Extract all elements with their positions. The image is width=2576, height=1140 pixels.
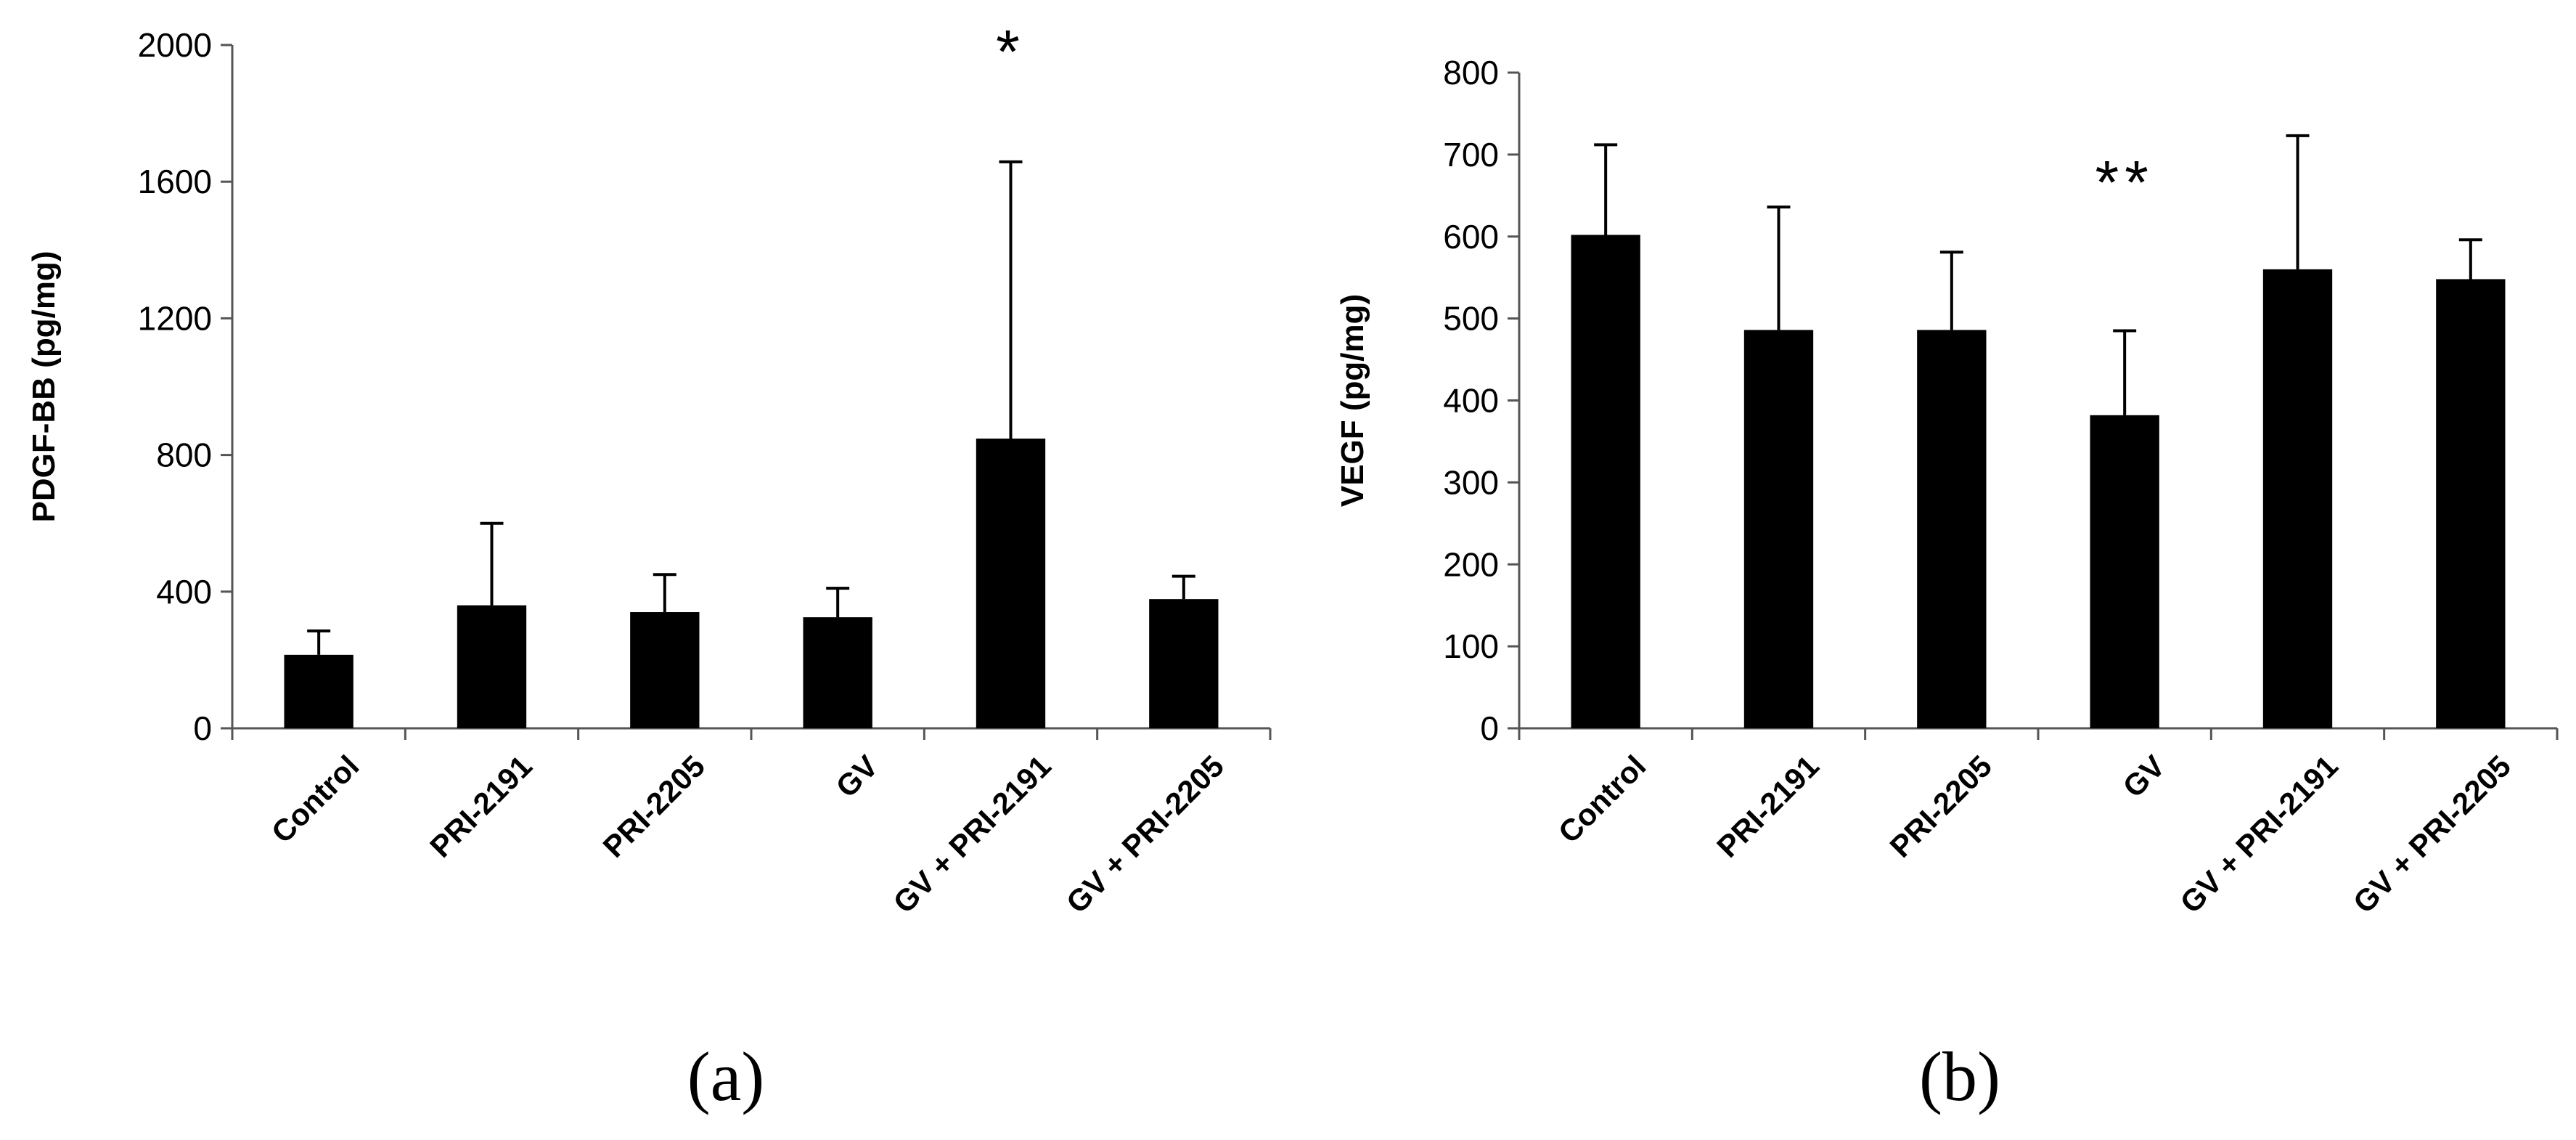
x-category-label: GV — [829, 749, 884, 804]
y-axis-label: VEGF (pg/mg) — [1335, 294, 1370, 507]
x-category-label: Control — [1552, 749, 1653, 850]
y-axis-label: PDGF-BB (pg/mg) — [26, 251, 62, 523]
bar-1 — [284, 654, 353, 728]
x-category-label: GV + PRI-2191 — [886, 749, 1057, 919]
y-tick-label: 2000 — [138, 26, 212, 64]
y-tick-label: 800 — [156, 436, 212, 474]
x-category-label: PRI-2205 — [1883, 749, 1998, 864]
significance-annotation: ** — [2095, 148, 2154, 216]
x-category-label: PRI-2191 — [423, 749, 539, 864]
bar-6 — [2436, 279, 2506, 728]
bar-2 — [457, 605, 527, 728]
bar-5 — [2262, 269, 2333, 728]
chart-panel-b: 0 100 200 300 400 500 600 700 800 Control PRI-2191… — [1335, 54, 2559, 1115]
bar-2 — [1743, 330, 1814, 728]
x-category-label: GV + PRI-2205 — [2347, 749, 2517, 919]
x-category-label: GV + PRI-2191 — [2173, 749, 2344, 919]
x-category-label: Control — [265, 749, 366, 850]
bar-4 — [803, 617, 872, 728]
bar-4 — [2090, 415, 2159, 728]
y-tick-label: 300 — [1443, 463, 1499, 501]
y-tick-label: 200 — [1443, 545, 1499, 583]
significance-annotation: * — [996, 17, 1026, 86]
y-tick-label: 1600 — [138, 163, 212, 200]
y-tick-label: 400 — [1443, 382, 1499, 420]
bar-6 — [1149, 599, 1219, 728]
y-tick-label: 100 — [1443, 627, 1499, 665]
y-tick-label: 0 — [193, 709, 212, 747]
y-tick-label: 0 — [1480, 709, 1499, 747]
y-tick-label: 400 — [156, 573, 212, 611]
bar-1 — [1571, 235, 1640, 728]
x-category-label: PRI-2191 — [1710, 749, 1825, 864]
panel-label: (b) — [1919, 1038, 2000, 1115]
y-tick-label: 1200 — [138, 299, 212, 337]
bar-3 — [630, 612, 700, 728]
bar-3 — [1917, 330, 1987, 728]
y-tick-label: 800 — [1443, 54, 1499, 91]
chart-panel-a: 0 400 800 1200 1600 2000 Control PRI-2191 PRI-22… — [26, 17, 1272, 1115]
y-tick-label: 500 — [1443, 300, 1499, 338]
y-tick-label: 600 — [1443, 218, 1499, 256]
bar-5 — [976, 439, 1046, 728]
x-category-label: PRI-2205 — [596, 749, 711, 864]
y-tick-label: 700 — [1443, 136, 1499, 174]
x-category-label: GV — [2116, 749, 2171, 804]
panel-label: (a) — [687, 1038, 765, 1115]
x-category-label: GV + PRI-2205 — [1060, 749, 1230, 919]
